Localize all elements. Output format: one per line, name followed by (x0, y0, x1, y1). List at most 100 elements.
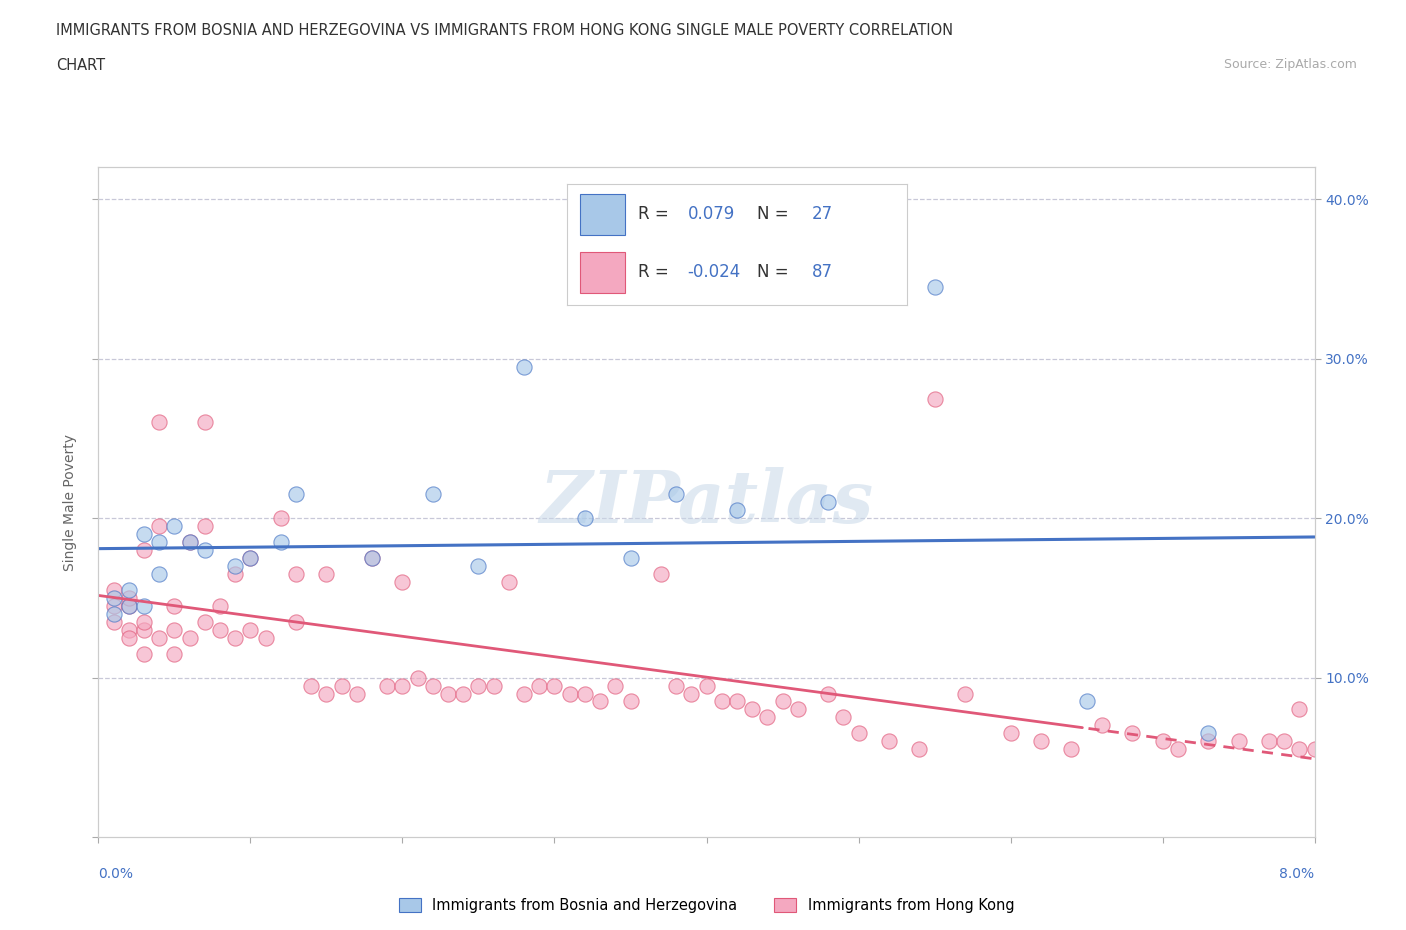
Point (467, 678, 489, 693)
Text: R =: R = (638, 263, 673, 281)
Point (1000, 726, 1022, 741)
Point (1303, 742, 1326, 757)
Point (194, 615, 217, 630)
Point (513, 359, 536, 374)
Text: 87: 87 (811, 263, 832, 281)
Point (163, 622, 186, 637)
Point (1076, 694, 1098, 709)
Point (179, 535, 201, 550)
Point (209, 622, 232, 637)
Point (315, 686, 337, 701)
Point (118, 591, 141, 605)
Point (665, 678, 688, 693)
Point (1227, 734, 1250, 749)
Point (163, 519, 186, 534)
Point (1167, 742, 1189, 757)
Point (194, 519, 217, 534)
Point (179, 631, 201, 645)
Point (924, 280, 946, 295)
Point (817, 686, 839, 701)
Point (132, 542, 155, 557)
Point (148, 566, 170, 581)
Point (391, 678, 413, 693)
Point (239, 622, 262, 637)
Point (756, 710, 779, 724)
Point (254, 631, 277, 645)
Point (194, 542, 217, 557)
Point (103, 598, 125, 613)
Point (422, 486, 444, 501)
Text: N =: N = (758, 206, 794, 223)
Point (148, 519, 170, 534)
Point (285, 566, 308, 581)
Point (574, 511, 596, 525)
Point (786, 702, 808, 717)
Point (270, 511, 292, 525)
Point (239, 551, 262, 565)
Point (848, 726, 870, 741)
Point (498, 575, 520, 590)
Text: IMMIGRANTS FROM BOSNIA AND HERZEGOVINA VS IMMIGRANTS FROM HONG KONG SINGLE MALE : IMMIGRANTS FROM BOSNIA AND HERZEGOVINA V… (56, 23, 953, 38)
Legend: Immigrants from Bosnia and Herzegovina, Immigrants from Hong Kong: Immigrants from Bosnia and Herzegovina, … (392, 891, 1021, 920)
Point (148, 631, 170, 645)
Point (1258, 734, 1281, 749)
Point (513, 686, 536, 701)
Point (239, 551, 262, 565)
Point (209, 598, 232, 613)
Point (725, 503, 748, 518)
Y-axis label: Single Male Poverty: Single Male Poverty (63, 433, 77, 571)
Point (529, 678, 551, 693)
Point (1029, 734, 1052, 749)
Point (953, 686, 976, 701)
Point (391, 575, 413, 590)
Point (543, 678, 565, 693)
Point (772, 694, 794, 709)
Point (361, 551, 384, 565)
Point (482, 678, 505, 693)
Point (224, 566, 246, 581)
Point (132, 615, 155, 630)
Text: CHART: CHART (56, 58, 105, 73)
Bar (581, 252, 624, 293)
Point (132, 622, 155, 637)
Point (437, 686, 460, 701)
Point (179, 535, 201, 550)
Text: 27: 27 (811, 206, 832, 223)
Point (467, 559, 489, 574)
Point (924, 392, 946, 406)
Point (619, 551, 641, 565)
Point (696, 678, 718, 693)
Point (132, 598, 155, 613)
Text: 0.0%: 0.0% (98, 867, 134, 881)
Point (361, 551, 384, 565)
Point (619, 694, 641, 709)
Point (710, 694, 733, 709)
Point (132, 526, 155, 541)
Point (605, 678, 627, 693)
Point (163, 646, 186, 661)
Bar (581, 193, 624, 234)
Text: -0.024: -0.024 (688, 263, 741, 281)
Point (1288, 702, 1310, 717)
Point (315, 566, 337, 581)
Text: ZIPatlas: ZIPatlas (540, 467, 873, 538)
Text: Source: ZipAtlas.com: Source: ZipAtlas.com (1223, 58, 1357, 71)
Point (299, 678, 322, 693)
Point (285, 615, 308, 630)
Point (118, 631, 141, 645)
Text: 0.079: 0.079 (688, 206, 735, 223)
Point (1272, 734, 1295, 749)
Point (118, 582, 141, 597)
Text: 8.0%: 8.0% (1279, 867, 1315, 881)
Point (1060, 742, 1083, 757)
Point (285, 486, 308, 501)
Point (148, 535, 170, 550)
Point (224, 559, 246, 574)
Point (118, 598, 141, 613)
Point (1197, 734, 1219, 749)
Point (589, 694, 612, 709)
Point (163, 598, 186, 613)
Point (422, 678, 444, 693)
Point (877, 734, 900, 749)
Point (118, 598, 141, 613)
